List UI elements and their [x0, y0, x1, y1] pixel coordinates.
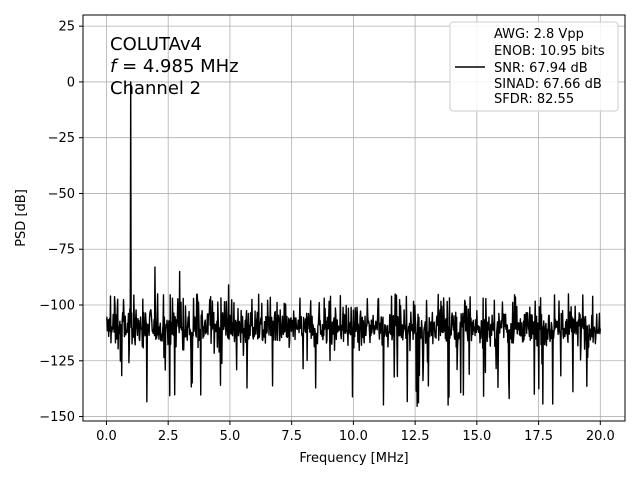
y-tick-label: −25	[48, 131, 75, 146]
x-tick-label: 15.0	[462, 429, 491, 444]
x-tick-label: 17.5	[524, 429, 553, 444]
x-tick-label: 7.5	[281, 429, 302, 444]
legend-box	[449, 21, 619, 112]
annotation-frequency-symbol: f	[110, 56, 119, 77]
x-ticks: 0.0 2.5 5.0 7.5 10.0 12.5 15.0 17.5 20.0	[96, 421, 615, 444]
psd-series-line	[106, 81, 602, 407]
grid	[83, 15, 625, 421]
plot-area	[106, 81, 602, 407]
y-tick-label: −150	[39, 410, 75, 425]
legend-entry-awg: AWG: 2.8 Vpp	[494, 27, 584, 42]
y-axis-label: PSD [dB]	[14, 189, 29, 247]
chart-annotation: COLUTAv4 f = 4.985 MHz Channel 2	[110, 34, 239, 99]
annotation-channel: Channel 2	[110, 78, 201, 99]
y-tick-label: −50	[48, 187, 75, 202]
x-tick-label: 10.0	[339, 429, 368, 444]
x-tick-label: 5.0	[220, 429, 241, 444]
y-tick-label: 0	[67, 75, 75, 90]
x-tick-label: 12.5	[401, 429, 430, 444]
legend: AWG: 2.8 Vpp ENOB: 10.95 bits SNR: 67.94…	[449, 21, 619, 112]
legend-entry-snr: SNR: 67.94 dB	[494, 61, 588, 76]
x-axis-label: Frequency [MHz]	[299, 451, 408, 466]
y-tick-label: 25	[58, 20, 75, 35]
y-tick-label: −100	[39, 299, 75, 314]
x-tick-label: 20.0	[586, 429, 615, 444]
legend-entry-sinad: SINAD: 67.66 dB	[494, 77, 602, 92]
x-tick-label: 2.5	[158, 429, 179, 444]
annotation-frequency: f = 4.985 MHz	[110, 56, 239, 77]
legend-entry-enob: ENOB: 10.95 bits	[494, 44, 605, 59]
annotation-frequency-value: = 4.985 MHz	[116, 56, 238, 77]
annotation-device: COLUTAv4	[110, 34, 202, 55]
x-tick-label: 0.0	[96, 429, 117, 444]
y-tick-label: −125	[39, 354, 75, 369]
y-tick-label: −75	[48, 243, 75, 258]
legend-entry-sfdr: SFDR: 82.55	[494, 92, 574, 107]
axes-frame	[82, 14, 626, 422]
y-ticks: 25 0 −25 −50 −75 −100 −125 −150	[39, 20, 83, 425]
